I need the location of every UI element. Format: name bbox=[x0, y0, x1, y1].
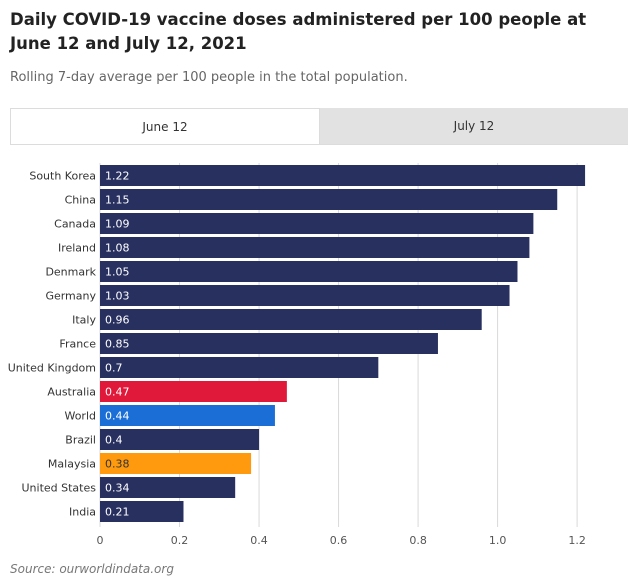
tab-june-12[interactable]: June 12 bbox=[10, 108, 320, 144]
value-label: 1.03 bbox=[105, 290, 130, 303]
bar-chart: 0 0.2 0.4 0.6 0.8 1.0 1.2 South Korea 1.22 China 1… bbox=[8, 163, 586, 547]
tab-july-12[interactable]: July 12 bbox=[320, 108, 628, 144]
bar bbox=[100, 213, 534, 234]
tab-divider bbox=[10, 144, 628, 145]
value-label: 0.96 bbox=[105, 314, 130, 327]
chart-title: Daily COVID-19 vaccine doses administere… bbox=[10, 10, 587, 53]
category-label: Malaysia bbox=[48, 458, 96, 471]
bar bbox=[100, 357, 379, 378]
value-label: 0.4 bbox=[105, 434, 123, 447]
category-label: Canada bbox=[54, 218, 96, 231]
value-label: 1.15 bbox=[105, 194, 130, 207]
category-label: United States bbox=[22, 482, 97, 495]
category-label: Denmark bbox=[45, 266, 96, 279]
category-label: Italy bbox=[72, 314, 96, 327]
category-label: Australia bbox=[47, 386, 96, 399]
category-label: World bbox=[64, 410, 96, 423]
bar bbox=[100, 453, 252, 474]
category-label: Brazil bbox=[65, 434, 96, 447]
bar bbox=[100, 405, 275, 426]
value-label: 0.47 bbox=[105, 386, 130, 399]
bar bbox=[100, 261, 518, 282]
category-label: Germany bbox=[45, 290, 96, 303]
value-label: 1.22 bbox=[105, 170, 130, 183]
x-tick-label: 0.2 bbox=[171, 534, 189, 547]
value-label: 0.34 bbox=[105, 482, 130, 495]
bar bbox=[100, 285, 510, 306]
category-label: China bbox=[65, 194, 96, 207]
x-tick-label: 0 bbox=[97, 534, 104, 547]
date-tabs: June 12 July 12 bbox=[10, 108, 628, 144]
x-tick-label: 0.4 bbox=[250, 534, 268, 547]
bar bbox=[100, 429, 260, 450]
value-label: 0.38 bbox=[105, 458, 130, 471]
x-tick-label: 1.2 bbox=[568, 534, 586, 547]
category-label: Ireland bbox=[58, 242, 96, 255]
x-tick-label: 1.0 bbox=[489, 534, 507, 547]
bar bbox=[100, 501, 184, 522]
bar bbox=[100, 333, 438, 354]
bar bbox=[100, 381, 287, 402]
x-tick-label: 0.6 bbox=[330, 534, 348, 547]
category-label: France bbox=[59, 338, 96, 351]
category-label: South Korea bbox=[29, 170, 96, 183]
chart-subtitle: Rolling 7-day average per 100 people in … bbox=[10, 70, 408, 85]
category-label: India bbox=[69, 506, 96, 519]
value-label: 1.09 bbox=[105, 218, 130, 231]
value-label: 1.05 bbox=[105, 266, 130, 279]
bar bbox=[100, 309, 482, 330]
x-tick-label: 0.8 bbox=[409, 534, 427, 547]
bar bbox=[100, 477, 236, 498]
category-label: United Kingdom bbox=[8, 362, 96, 375]
value-label: 1.08 bbox=[105, 242, 130, 255]
value-label: 0.44 bbox=[105, 410, 130, 423]
bar bbox=[100, 189, 558, 210]
bar bbox=[100, 165, 586, 186]
source-note: Source: ourworldindata.org bbox=[10, 562, 174, 576]
bar bbox=[100, 237, 530, 258]
value-label: 0.21 bbox=[105, 506, 130, 519]
value-label: 0.7 bbox=[105, 362, 123, 375]
value-label: 0.85 bbox=[105, 338, 130, 351]
